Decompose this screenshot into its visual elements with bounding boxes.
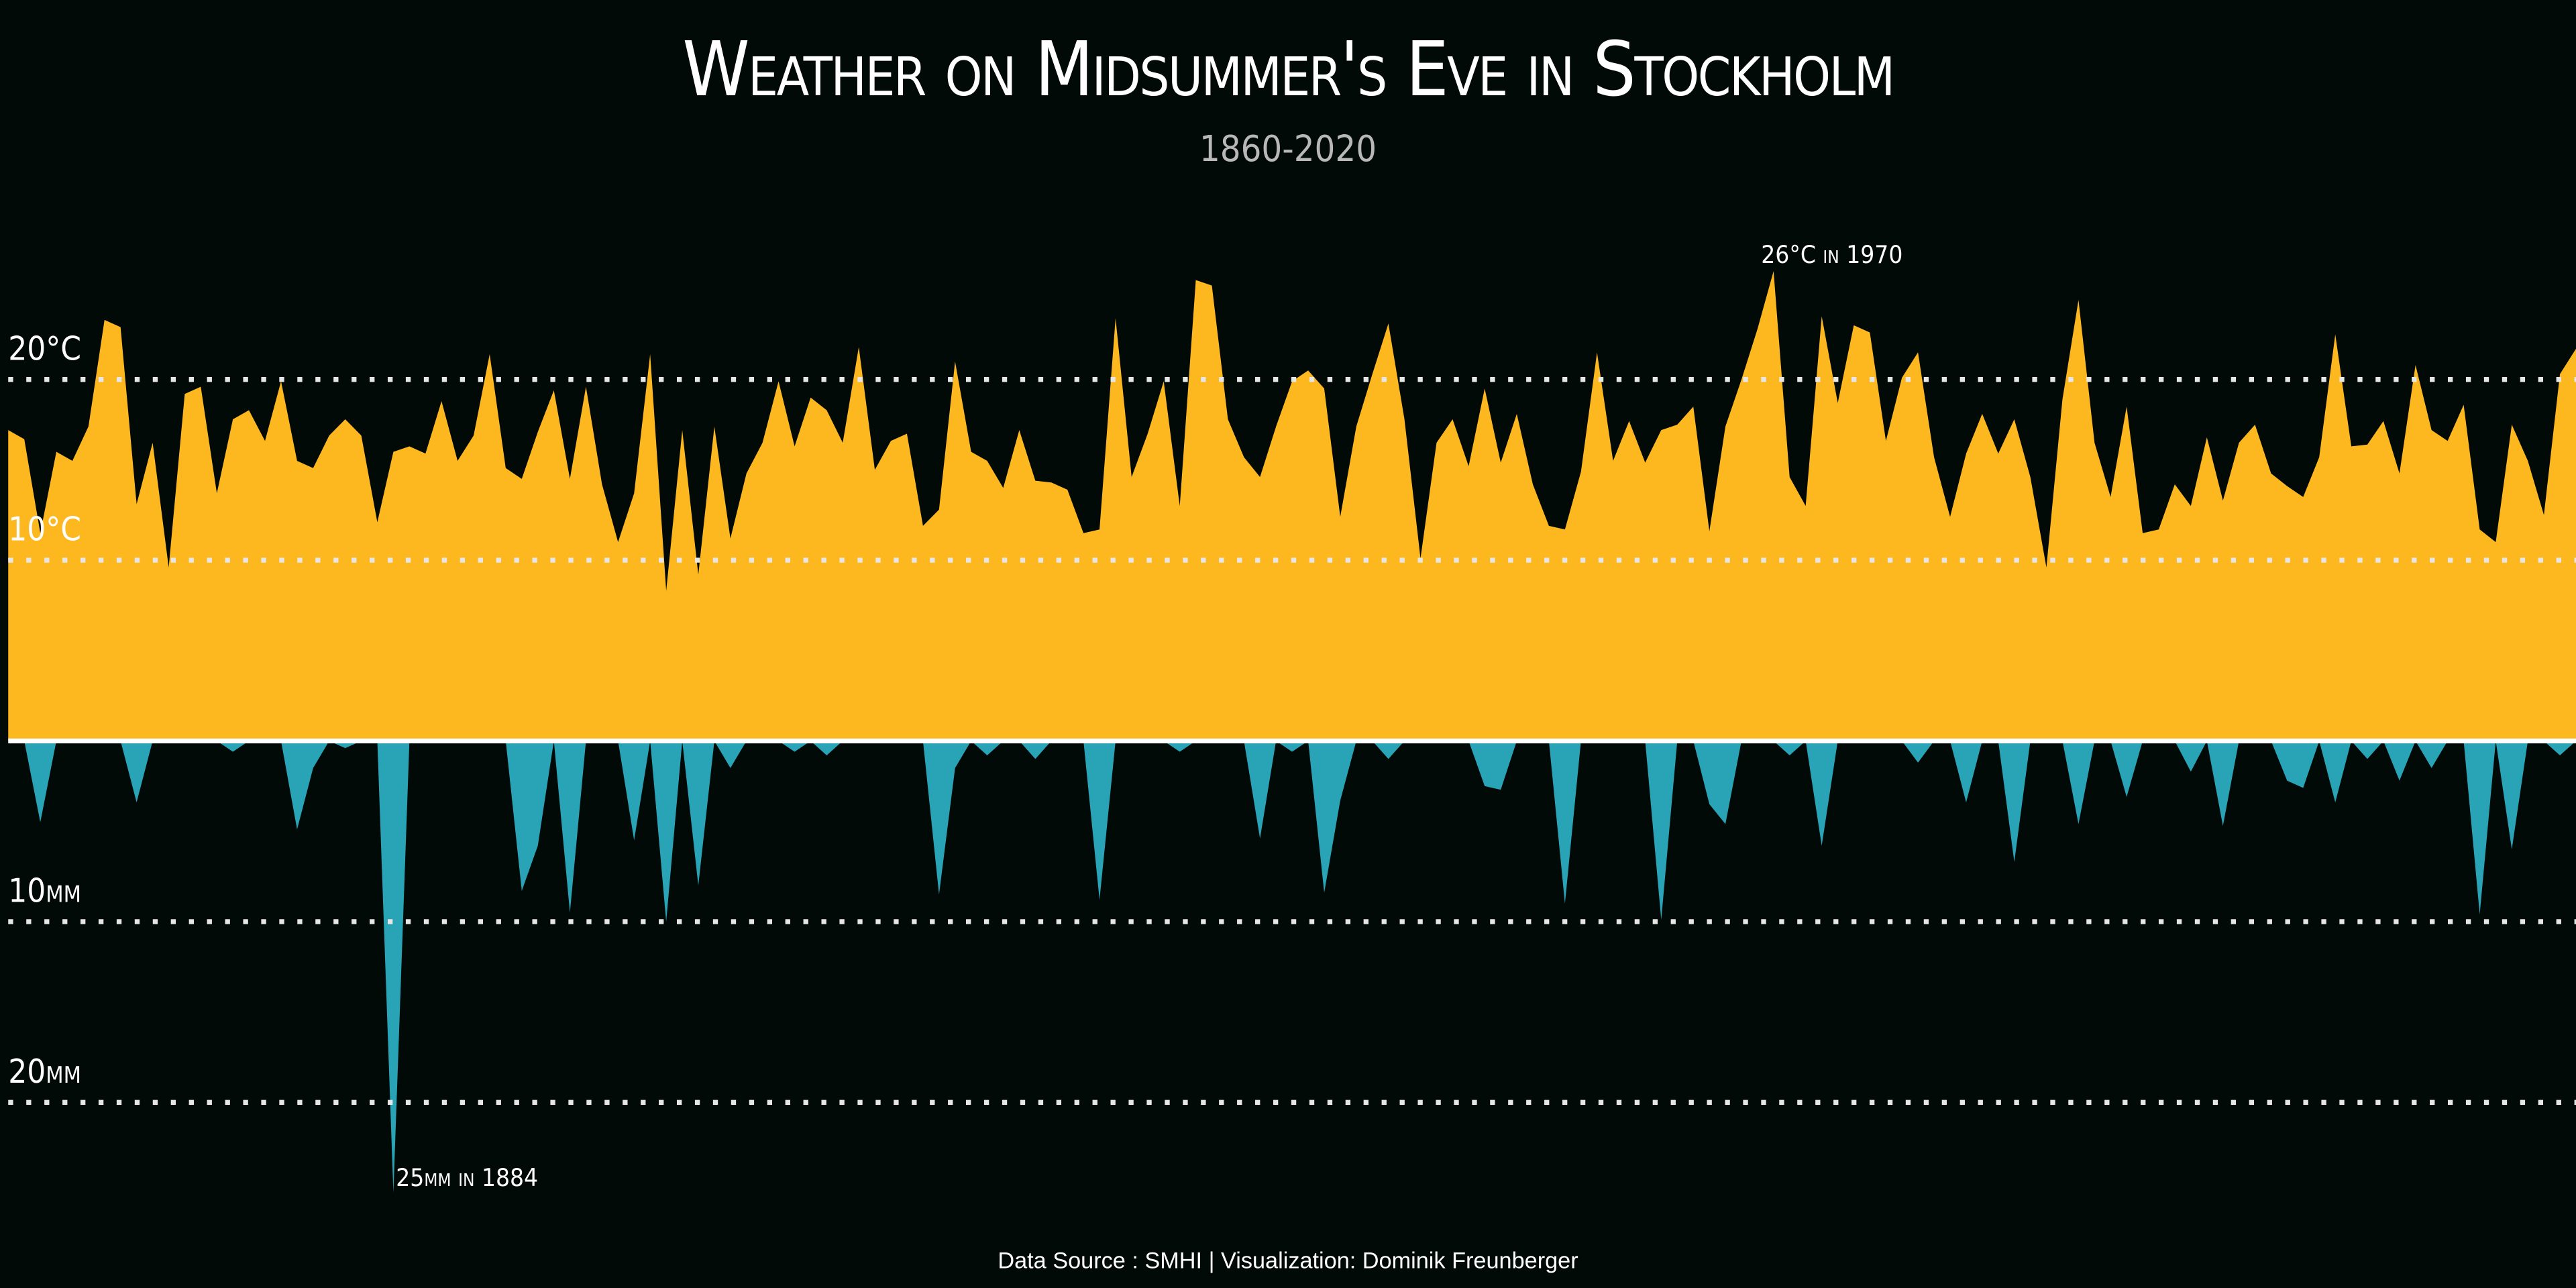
chart-title: Weather on Midsummer's Eve in Stockholm: [682, 25, 1893, 113]
plot: 10°C 20°C 10mm 20mm: [8, 271, 2576, 1193]
chart-subtitle: 1860-2020: [1199, 127, 1377, 170]
annotation: 25mm in 1884: [396, 1163, 538, 1192]
area: [8, 271, 2576, 741]
y-tick-label: 20mm: [8, 1053, 81, 1091]
y-tick-label: 10mm: [8, 871, 81, 910]
y-tick-label: 10°C: [8, 511, 81, 549]
source: Data Source : SMHI | Visualization: Domi…: [998, 1248, 1578, 1274]
annotation: 26°C in 1970: [1761, 240, 1902, 269]
y-tick-label: 20°C: [8, 329, 81, 368]
